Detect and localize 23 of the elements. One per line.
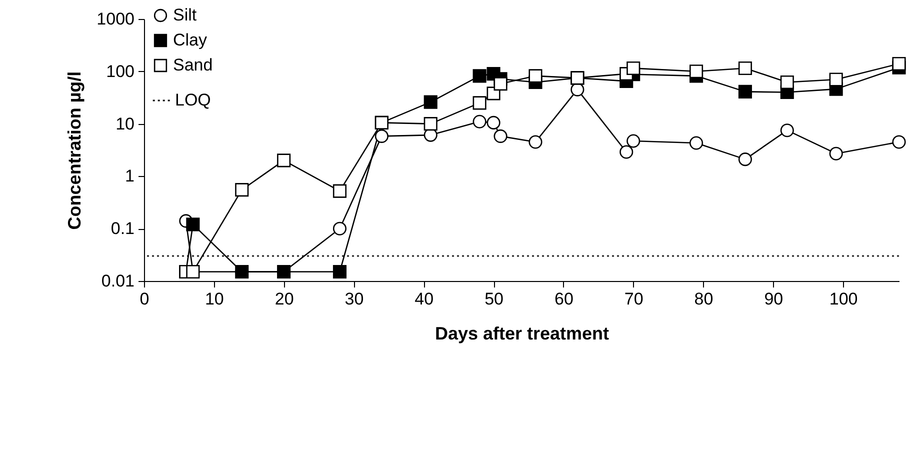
legend-label: Sand — [173, 56, 213, 74]
x-tick-label: 30 — [344, 290, 364, 308]
y-axis-title: Concentration µg/l — [64, 71, 85, 230]
y-tick-label: 10 — [116, 114, 134, 134]
legend-label: Silt — [173, 6, 197, 24]
x-tick-label: 80 — [694, 290, 714, 308]
y-tick-label: 0.01 — [101, 272, 134, 290]
x-tick-label: 10 — [204, 290, 224, 308]
x-tick-label: 60 — [554, 290, 574, 308]
x-tick-label: 20 — [274, 290, 294, 308]
x-tick-label: 40 — [414, 290, 434, 308]
y-tick-label: 1 — [125, 166, 134, 186]
x-tick-label: 100 — [829, 290, 858, 308]
x-axis-title: Days after treatment — [434, 324, 610, 344]
legend-label: LOQ — [175, 90, 211, 110]
x-tick-label: 0 — [140, 290, 150, 308]
x-tick-label: 90 — [764, 290, 784, 308]
x-tick-label: 70 — [624, 290, 644, 308]
y-tick-label: 100 — [106, 62, 134, 81]
y-tick-label: 0.1 — [110, 219, 134, 238]
legend-label: Clay — [173, 30, 208, 50]
x-tick-label: 50 — [484, 290, 504, 308]
y-tick-label: 1000 — [96, 10, 134, 28]
